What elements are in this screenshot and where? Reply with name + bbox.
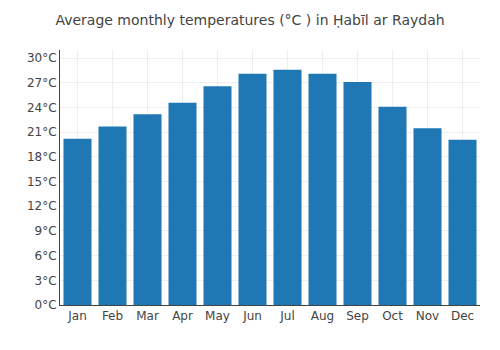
svg-text:Sep: Sep [346, 309, 369, 323]
svg-text:Oct: Oct [382, 309, 403, 323]
svg-text:9°C: 9°C [35, 224, 57, 238]
svg-text:Dec: Dec [451, 309, 474, 323]
svg-text:Mar: Mar [136, 309, 159, 323]
svg-text:Jun: Jun [242, 309, 262, 323]
svg-text:15°C: 15°C [27, 175, 57, 189]
svg-text:18°C: 18°C [27, 150, 57, 164]
svg-text:30°C: 30°C [27, 51, 57, 65]
svg-text:Aug: Aug [311, 309, 334, 323]
svg-text:Jan: Jan [67, 309, 87, 323]
svg-text:27°C: 27°C [27, 76, 57, 90]
svg-text:Apr: Apr [172, 309, 193, 323]
svg-text:0°C: 0°C [35, 298, 57, 312]
svg-text:6°C: 6°C [35, 249, 57, 263]
svg-text:Feb: Feb [102, 309, 123, 323]
svg-text:May: May [205, 309, 230, 323]
svg-text:Average monthly temperatures (: Average monthly temperatures (°C ) in Ḥa… [55, 12, 444, 28]
svg-text:3°C: 3°C [35, 274, 57, 288]
svg-text:Jul: Jul [279, 309, 294, 323]
svg-text:24°C: 24°C [27, 101, 57, 115]
svg-text:21°C: 21°C [27, 125, 57, 139]
svg-text:Nov: Nov [416, 309, 439, 323]
svg-text:12°C: 12°C [27, 199, 57, 213]
